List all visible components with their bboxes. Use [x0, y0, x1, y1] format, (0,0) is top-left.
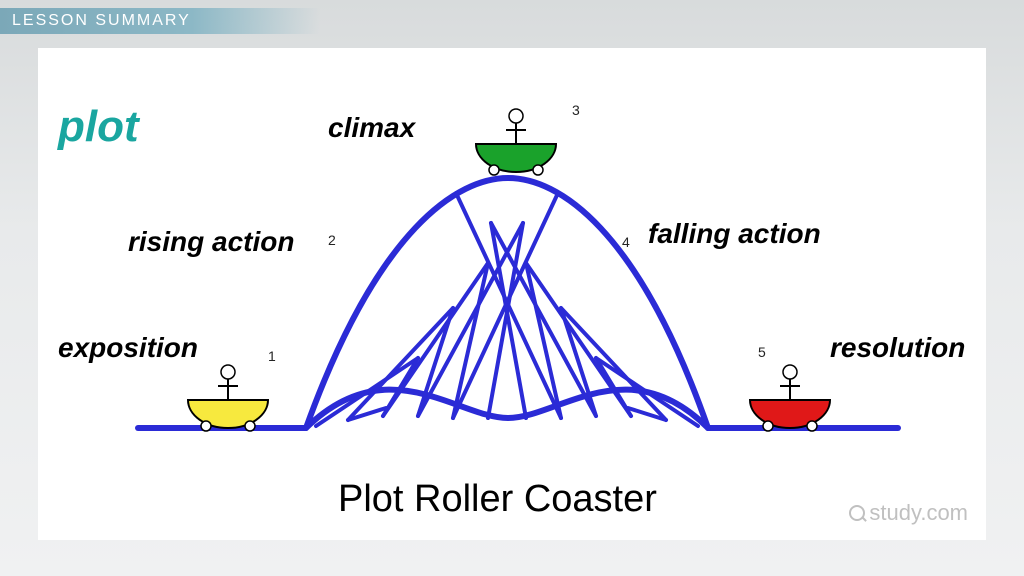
plot-stage-label: falling action	[648, 218, 821, 250]
watermark-logo-icon	[849, 505, 865, 521]
rollercoaster-svg	[38, 48, 986, 540]
plot-stage-number: 1	[268, 348, 276, 364]
plot-stage-number: 3	[572, 102, 580, 118]
lesson-header-bar: LESSON SUMMARY	[0, 8, 320, 34]
term-plot: plot	[58, 102, 139, 152]
lesson-header-title: LESSON SUMMARY	[12, 12, 191, 30]
plot-stage-number: 2	[328, 232, 336, 248]
diagram-panel: plot exposition 1 rising action 2 climax 3 fal…	[38, 48, 986, 540]
coaster-cart-icon	[476, 109, 556, 175]
coaster-cart-icon	[188, 365, 268, 431]
plot-stage-label: rising action	[128, 226, 294, 258]
plot-stage-label: climax	[328, 112, 415, 144]
plot-stage-number: 4	[622, 234, 630, 250]
diagram-caption: Plot Roller Coaster	[338, 478, 657, 521]
plot-stage-label: exposition	[58, 332, 198, 364]
watermark-text: study.com	[869, 500, 968, 526]
coaster-cart-icon	[750, 365, 830, 431]
plot-stage-label: resolution	[830, 332, 965, 364]
watermark: study.com	[849, 500, 968, 526]
plot-stage-number: 5	[758, 344, 766, 360]
